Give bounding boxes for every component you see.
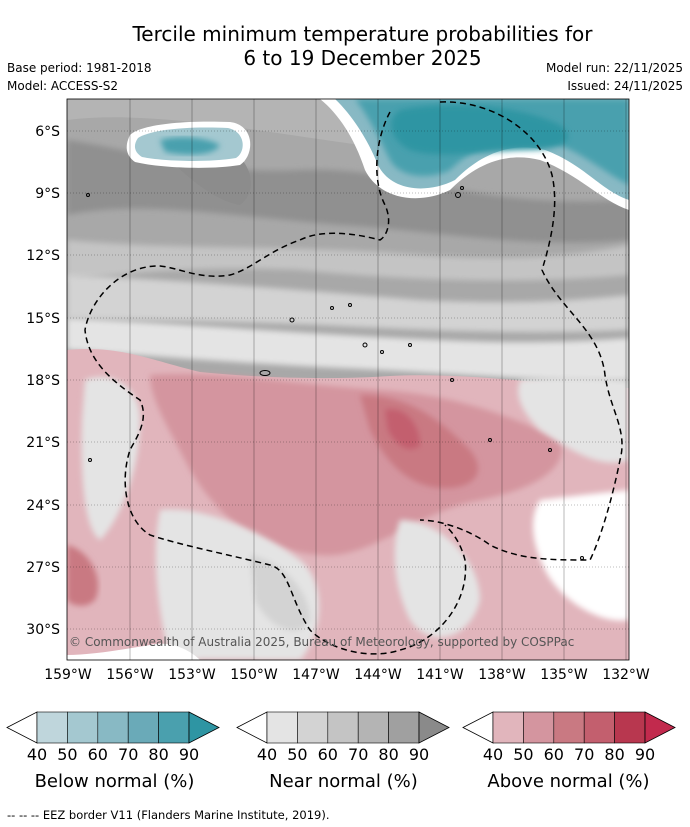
colorbar-tick-label: 70 (118, 745, 138, 764)
eez-legend: -- -- -- EEZ border V11 (Flanders Marine… (7, 808, 330, 822)
lat-label: 27°S (26, 560, 60, 576)
colorbar-tick-label: 80 (148, 745, 168, 764)
colorbar-tick-label: 70 (348, 745, 368, 764)
colorbar-tick-label: 50 (513, 745, 533, 764)
colorbar-segment (36, 711, 68, 744)
colorbar-segment (388, 711, 420, 744)
lon-label: 132°W (602, 667, 650, 683)
lon-label: 150°W (230, 667, 278, 683)
colorbar-legend: 40 50 60 70 80 90 40 50 60 70 80 90 40 50 60 70 80 90 (6, 711, 676, 764)
eez-borders (84, 101, 623, 655)
colorbar-tick-label: 80 (378, 745, 398, 764)
lon-label: 141°W (416, 667, 464, 683)
colorbar-tick-label: 60 (88, 745, 108, 764)
colorbar-segment (553, 711, 585, 744)
lat-label: 9°S (35, 186, 60, 202)
lon-label: 135°W (540, 667, 588, 683)
lat-label: 18°S (26, 373, 60, 389)
title-line-2: 6 to 19 December 2025 (243, 46, 482, 70)
meta-left: Base period: 1981-2018 Model: ACCESS-S2 (7, 59, 152, 95)
colorbar-0: 40 50 60 70 80 90 (6, 711, 220, 764)
lat-label: 24°S (26, 498, 60, 514)
colorbar-tick-label: 40 (483, 745, 503, 764)
colorbar-segment (297, 711, 329, 744)
base-period: Base period: 1981-2018 (7, 61, 152, 75)
colorbar-1: 40 50 60 70 80 90 (236, 711, 450, 764)
colorbar-extend-low (462, 711, 494, 744)
colorbar-tick-label: 40 (27, 745, 47, 764)
colorbar-tick-label: 90 (179, 745, 199, 764)
lon-label: 156°W (106, 667, 154, 683)
above-normal-title: Above normal (%) (487, 771, 650, 792)
colorbar-segment (583, 711, 615, 744)
colorbar-tick-label: 90 (409, 745, 429, 764)
colorbar-tick-label: 90 (635, 745, 655, 764)
lat-label: 21°S (26, 435, 60, 451)
colorbar-segment (492, 711, 524, 744)
colorbar-extend-high (188, 711, 220, 744)
lat-label: 12°S (26, 248, 60, 264)
longitude-labels: 159°W 156°W 153°W 150°W 147°W 144°W 141°… (44, 667, 650, 683)
colorbar-tick-label: 50 (57, 745, 77, 764)
graticule (67, 99, 629, 660)
below-normal-title: Below normal (%) (34, 771, 195, 792)
title-line-1: Tercile minimum temperature probabilitie… (132, 22, 593, 46)
map-frame (66, 98, 630, 661)
lon-label: 153°W (168, 667, 216, 683)
model-name: Model: ACCESS-S2 (7, 79, 119, 93)
colorbar-extend-low (6, 711, 38, 744)
lon-label: 138°W (478, 667, 526, 683)
colorbar-extend-low (236, 711, 268, 744)
meta-right: Model run: 22/11/2025 Issued: 24/11/2025 (546, 59, 683, 95)
issued-date: Issued: 24/11/2025 (567, 79, 683, 93)
colorbar-tick-label: 80 (604, 745, 624, 764)
near-normal-title: Near normal (%) (269, 771, 418, 792)
islands (86, 186, 584, 560)
colorbar-segment (327, 711, 359, 744)
colorbar-segment (127, 711, 159, 744)
colorbar-tick-label: 70 (574, 745, 594, 764)
lon-label: 147°W (292, 667, 340, 683)
colorbar-tick-label: 60 (544, 745, 564, 764)
colorbar-segment (614, 711, 646, 744)
latitude-labels: 6°S 9°S 12°S 15°S 18°S 21°S 24°S 27°S 30… (26, 124, 60, 638)
lon-label: 159°W (44, 667, 92, 683)
colorbar-extend-high (644, 711, 676, 744)
colorbar-segment (158, 711, 190, 744)
colorbar-segment (266, 711, 298, 744)
map-title: Tercile minimum temperature probabilitie… (0, 22, 690, 70)
lat-label: 6°S (35, 124, 60, 140)
copyright-notice: © Commonwealth of Australia 2025, Bureau… (69, 635, 574, 649)
lat-label: 30°S (26, 622, 60, 638)
colorbar-tick-label: 40 (257, 745, 277, 764)
map-field (67, 99, 629, 660)
colorbar-segment (523, 711, 555, 744)
probability-map: 6°S 9°S 12°S 15°S 18°S 21°S 24°S 27°S 30… (26, 98, 650, 683)
colorbar-tick-label: 50 (287, 745, 307, 764)
model-run: Model run: 22/11/2025 (545, 61, 683, 75)
lon-label: 144°W (354, 667, 402, 683)
colorbar-segment (67, 711, 99, 744)
colorbar-tick-label: 60 (318, 745, 338, 764)
colorbar-segment (357, 711, 389, 744)
colorbar-extend-high (418, 711, 450, 744)
lat-label: 15°S (26, 311, 60, 327)
colorbar-segment (97, 711, 129, 744)
colorbar-2: 40 50 60 70 80 90 (462, 711, 676, 764)
